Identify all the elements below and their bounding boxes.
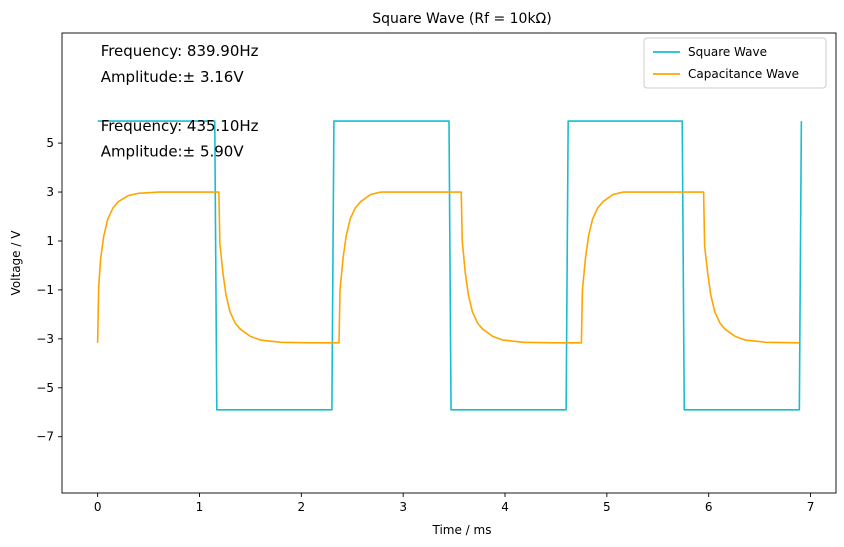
x-tick-label: 2 bbox=[298, 500, 306, 514]
y-tick-label: 1 bbox=[46, 234, 54, 248]
x-axis-label: Time / ms bbox=[432, 523, 492, 537]
series-line-capacitance-wave bbox=[96, 191, 800, 344]
plot-area bbox=[61, 32, 837, 494]
y-tick-label: −7 bbox=[36, 430, 54, 444]
series-layer bbox=[96, 120, 803, 411]
y-tick-label: −1 bbox=[36, 283, 54, 297]
x-tick-label: 4 bbox=[501, 500, 509, 514]
y-axis-label: Voltage / V bbox=[9, 230, 23, 296]
annotation-text: Amplitude:± 5.90V bbox=[101, 143, 245, 161]
x-tick-label: 7 bbox=[807, 500, 815, 514]
annotation-text: Frequency: 435.10Hz bbox=[101, 117, 259, 135]
x-axis-ticks: 0 1 2 3 4 5 6 7 bbox=[94, 493, 815, 514]
annotations: Frequency: 839.90Hz Amplitude:± 3.16V Freq… bbox=[101, 42, 259, 160]
x-tick-label: 3 bbox=[399, 500, 407, 514]
annotation-text: Frequency: 839.90Hz bbox=[101, 42, 259, 60]
y-axis-ticks: 5 3 1 −1 −3 −5 −7 bbox=[36, 136, 62, 444]
y-tick-label: −3 bbox=[36, 332, 54, 346]
y-tick-label: 5 bbox=[46, 136, 54, 150]
plot-frame bbox=[61, 32, 837, 494]
x-tick-label: 6 bbox=[705, 500, 713, 514]
chart-title: Square Wave (Rf = 10kΩ) bbox=[372, 11, 551, 27]
x-tick-label: 0 bbox=[94, 500, 102, 514]
legend-label: Capacitance Wave bbox=[688, 67, 799, 81]
x-tick-label: 1 bbox=[196, 500, 204, 514]
y-tick-label: 3 bbox=[46, 185, 54, 199]
legend: Square Wave Capacitance Wave bbox=[643, 37, 827, 89]
legend-label: Square Wave bbox=[688, 45, 767, 59]
series-line-square-wave bbox=[97, 120, 803, 411]
x-tick-label: 5 bbox=[603, 500, 611, 514]
legend-box bbox=[643, 37, 827, 89]
annotation-text: Amplitude:± 3.16V bbox=[101, 68, 245, 86]
y-tick-label: −5 bbox=[36, 381, 54, 395]
